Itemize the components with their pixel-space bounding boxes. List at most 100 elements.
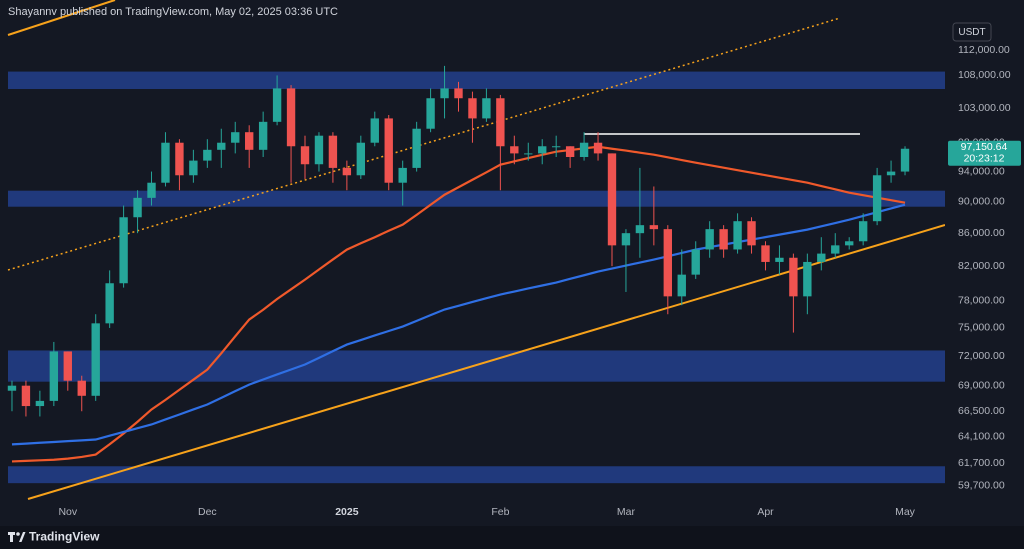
x-tick-label: Apr (757, 506, 774, 518)
candle-body (35, 400, 45, 407)
candle-body (440, 88, 449, 99)
candle-body (524, 153, 533, 155)
candle-body (663, 229, 672, 297)
candle-body (258, 121, 268, 150)
y-tick-label: 103,000.00 (958, 102, 1011, 114)
candle-body (314, 135, 324, 165)
candle-body (733, 221, 742, 250)
candle-body (105, 283, 114, 324)
brand: TradingView (29, 530, 100, 544)
candle-body (91, 323, 100, 396)
candle-body (789, 257, 798, 297)
last-price: 97,150.64 (961, 141, 1008, 153)
candle-body (21, 385, 31, 407)
candle-body (831, 245, 840, 254)
candle-body (63, 351, 72, 381)
candle-body (551, 146, 561, 148)
candle-body (775, 257, 784, 262)
candle-body (677, 274, 686, 297)
candle-body (510, 146, 519, 154)
candle-body (49, 351, 59, 401)
y-tick-label: 86,000.00 (958, 227, 1005, 239)
candles (7, 65, 910, 417)
y-tick-label: 112,000.00 (958, 44, 1010, 56)
candle-body (496, 98, 505, 147)
candle-body (189, 160, 198, 176)
candle-body (691, 249, 700, 275)
zone (8, 466, 945, 484)
candle-body (593, 142, 603, 154)
candle-body (300, 146, 310, 165)
moving-average (11, 145, 906, 463)
y-tick-label: 75,000.00 (958, 322, 1005, 334)
candle-body (872, 175, 882, 222)
last-price-box (948, 140, 1021, 166)
candle-body (384, 118, 393, 183)
bar-countdown: 20:23:12 (964, 153, 1005, 165)
candle-body (342, 167, 352, 176)
price-axis: 112,000.00108,000.00103,000.0098,000.009… (958, 44, 1011, 492)
candle-body (747, 221, 756, 246)
candle-body (454, 88, 463, 99)
x-tick-label: Feb (491, 506, 509, 518)
currency-box (952, 22, 992, 42)
y-tick-label: 69,000.00 (958, 379, 1005, 391)
candle-body (370, 118, 379, 143)
candle-body (817, 253, 826, 262)
y-tick-label: 82,000.00 (958, 260, 1005, 272)
candle-body (161, 142, 170, 183)
candle-body (649, 225, 659, 230)
x-tick-label: Nov (58, 506, 77, 518)
candle-body (635, 225, 645, 234)
y-tick-label: 61,700.00 (958, 457, 1005, 469)
y-tick-label: 94,000.00 (958, 165, 1005, 177)
candle-body (286, 88, 296, 147)
candle-body (426, 98, 435, 129)
zone (8, 350, 945, 382)
y-tick-label: 108,000.00 (958, 69, 1011, 81)
brand-logo (8, 532, 26, 542)
x-tick-label: 2025 (335, 506, 359, 518)
candle-body (133, 197, 142, 218)
candle-body (245, 132, 254, 150)
candle-body (412, 128, 421, 168)
candle-body (77, 380, 86, 396)
candle-body (579, 142, 589, 157)
currency: USDT (958, 27, 985, 38)
candle-body (203, 149, 212, 161)
candle-body (621, 233, 631, 246)
zone (8, 190, 945, 207)
candle-body (705, 229, 714, 250)
moving-averages (11, 145, 906, 463)
candle-body (761, 245, 770, 262)
candle-body (175, 142, 184, 176)
candle-body (356, 142, 366, 176)
candle-body (468, 98, 477, 119)
y-tick-label: 90,000.00 (958, 195, 1005, 207)
candle-body (858, 221, 868, 242)
candle-body (482, 98, 491, 119)
candle-body (565, 146, 575, 157)
y-tick-label: 78,000.00 (958, 295, 1005, 307)
candle-body (398, 167, 407, 183)
moving-average (11, 203, 906, 446)
candle-body (886, 171, 896, 176)
candle-body (900, 148, 910, 172)
footer-bar (0, 526, 1024, 549)
candle-body (607, 153, 617, 246)
candle-body (7, 385, 17, 391)
y-tick-label: 59,700.00 (958, 480, 1005, 492)
candle-body (328, 135, 338, 168)
x-tick-label: Dec (198, 506, 217, 518)
publisher: Shayannv published on TradingView.com, M… (8, 6, 338, 18)
x-tick-label: Mar (617, 506, 636, 518)
upper-trendline (7, 0, 116, 36)
candle-body (803, 261, 812, 297)
candle-body (231, 132, 240, 143)
y-tick-label: 66,500.00 (958, 405, 1005, 417)
candle-body (845, 241, 854, 246)
candle-body (119, 217, 128, 284)
